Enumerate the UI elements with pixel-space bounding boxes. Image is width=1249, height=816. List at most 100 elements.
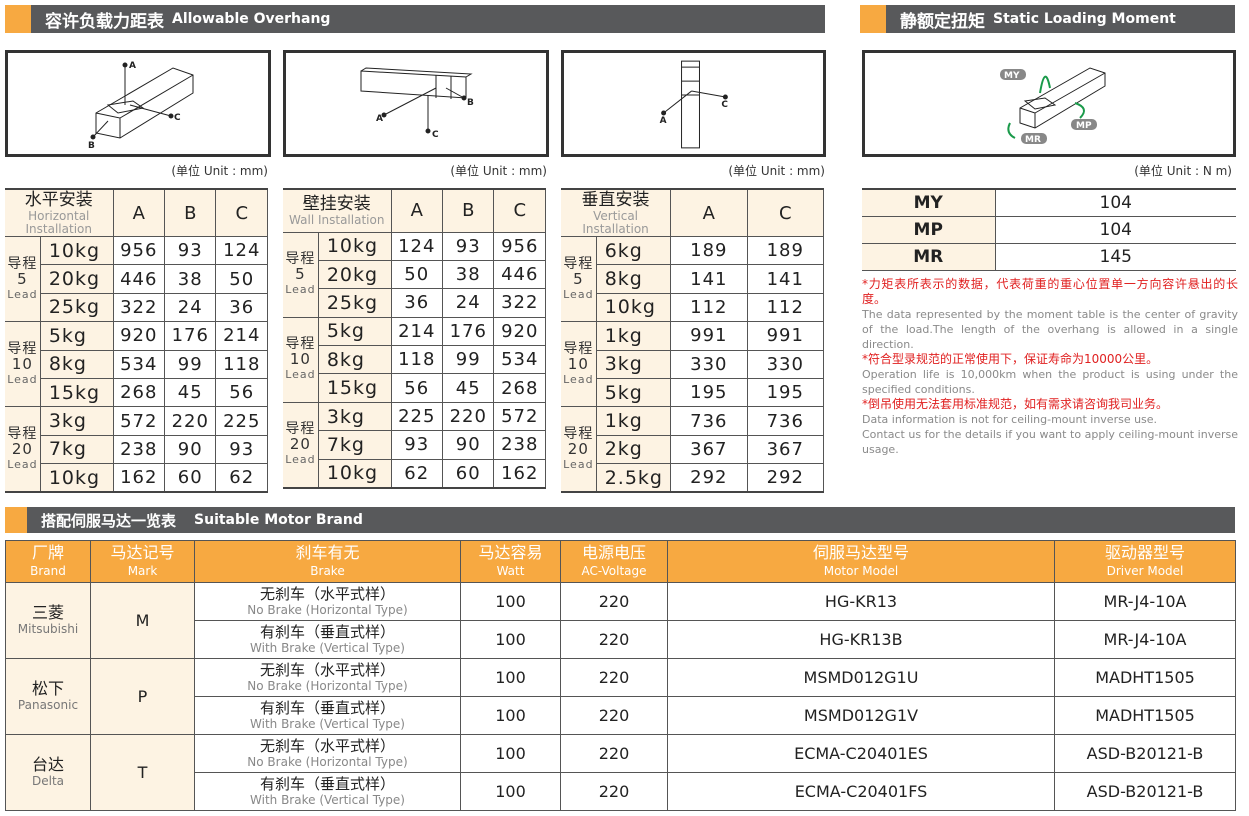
label-b: B (88, 141, 95, 151)
table-row: 15kg 268 45 56 (5, 378, 268, 408)
motor-cell: MSMD012G1V (667, 696, 1055, 735)
driver-cell: MR-J4-10A (1054, 620, 1236, 659)
value-cell: 991 (670, 321, 748, 351)
installation-header: 壁挂安装 Wall Installation (283, 189, 392, 233)
table-row: 导程 10 Lead 5kg 920 176 214 (5, 321, 268, 408)
value-cell: 322 (113, 293, 166, 323)
vertical-overhang-table: 垂直安装 Vertical Installation A C 导程 5 Lead 6kg 189… (561, 188, 825, 494)
table-row: 8kg 534 99 118 (5, 350, 268, 379)
lead-num: 5 (295, 265, 306, 284)
value-cell: 56 (215, 378, 268, 408)
label-b: B (467, 98, 474, 108)
static-moment-table: MY 104 MP 104 MR 145 (862, 188, 1236, 271)
load-cell: 1kg (596, 321, 672, 351)
lead-en: Lead (563, 457, 594, 471)
value-cell: 268 (113, 378, 166, 408)
column-header: C (215, 189, 268, 237)
load-cell: 5kg (596, 378, 672, 408)
note-en: Contact us for the details if you want t… (862, 428, 1238, 456)
value-cell: 214 (215, 321, 268, 351)
static-moment-diagram: MY MP MR (862, 50, 1236, 157)
header-en: Watt (496, 563, 525, 578)
brand-en: Mitsubishi (17, 621, 79, 636)
table-row: 10kg 112 112 (561, 293, 825, 323)
brand-cell: 松下 Panasonic (5, 658, 91, 735)
value-cell: 118 (215, 350, 268, 379)
column-header: B (442, 189, 495, 233)
value-cell: 56 (391, 373, 444, 403)
brake-zh: 无刹车（水平式样） (259, 660, 395, 679)
lead-zh: 导程 (7, 255, 38, 272)
lead-zh: 导程 (7, 425, 38, 442)
value-cell: 50 (215, 264, 268, 294)
brand-cell: 台达 Delta (5, 734, 91, 811)
column-header: 马达容易 Watt (460, 540, 561, 583)
brake-zh: 有刹车（垂直式样） (259, 622, 395, 641)
load-cell: 25kg (318, 288, 392, 318)
lead-en: Lead (285, 453, 316, 467)
brake-en: With Brake (Vertical Type) (250, 716, 405, 731)
value-cell: 162 (113, 463, 166, 493)
lead-num: 20 (11, 439, 33, 458)
installation-en: Horizontal Installation (25, 209, 92, 236)
mark-cell: P (90, 658, 195, 735)
brand-en: Delta (31, 773, 64, 788)
label-c: C (432, 130, 439, 140)
moment-row: MR 145 (862, 243, 1236, 271)
load-cell: 3kg (596, 350, 672, 379)
column-header: 驱动器型号 Driver Model (1054, 540, 1236, 583)
header-en: Mark (127, 563, 158, 578)
lead-group: 导程 20 Lead (283, 402, 319, 489)
lead-zh: 导程 (563, 255, 594, 272)
value-cell: 62 (391, 459, 444, 489)
value-cell: 176 (442, 317, 495, 347)
lead-group: 导程 10 Lead (283, 317, 319, 403)
value-cell: 534 (113, 350, 166, 379)
table-row: 3kg 330 330 (561, 350, 825, 379)
load-cell: 2.5kg (596, 463, 672, 493)
value-cell: 93 (442, 232, 495, 261)
lead-group: 导程 5 Lead (283, 232, 319, 318)
installation-zh: 水平安装 (24, 190, 93, 210)
load-cell: 10kg (40, 463, 114, 493)
column-header: 马达记号 Mark (90, 540, 195, 583)
load-cell: 15kg (40, 378, 114, 408)
value-cell: 956 (113, 236, 166, 266)
table-row: 三菱 Mitsubishi M 无刹车（水平式样） No Brake (Horizont… (5, 582, 1236, 659)
lead-num: 10 (567, 354, 589, 373)
lead-zh: 导程 (7, 340, 38, 357)
load-cell: 20kg (40, 264, 114, 294)
installation-en: Vertical Installation (582, 209, 649, 236)
column-header: B (164, 189, 217, 237)
value-cell: 238 (113, 435, 166, 465)
table-row: 25kg 36 24 322 (283, 288, 546, 318)
table-row: 导程 20 Lead 3kg 572 220 225 (5, 406, 268, 493)
value-cell: 920 (113, 321, 166, 351)
brand-zh: 台达 (31, 754, 64, 774)
table-row: 7kg 238 90 93 (5, 435, 268, 465)
moment-name: MY (862, 189, 996, 217)
column-header: C (493, 189, 546, 233)
table-row: 25kg 322 24 36 (5, 293, 268, 323)
installation-zh: 垂直安装 (581, 190, 650, 210)
table-row: 松下 Panasonic P 无刹车（水平式样） No Brake (Horizonta… (5, 658, 1236, 735)
value-cell: 141 (670, 264, 748, 294)
table-row: 导程 20 Lead 3kg 225 220 572 (283, 402, 546, 489)
header-en: Brake (310, 563, 345, 578)
lead-num: 5 (573, 269, 584, 288)
value-cell: 93 (164, 236, 217, 266)
table-row: 有刹车（垂直式样） With Brake (Vertical Type) 100 22… (6, 772, 1236, 811)
column-header: 刹车有无 Brake (194, 540, 461, 583)
load-cell: 3kg (318, 402, 392, 432)
unit-label: (单位 Unit : mm) (171, 164, 268, 178)
table-row: 5kg 195 195 (561, 378, 825, 408)
table-row: 导程 5 Lead 10kg 956 93 124 (5, 236, 268, 323)
driver-cell: ASD-B20121-B (1054, 734, 1236, 773)
installation-header: 水平安装 Horizontal Installation (5, 189, 114, 237)
volt-cell: 220 (560, 696, 668, 735)
load-cell: 6kg (596, 236, 672, 266)
motor-brand-table: 厂牌 Brand 马达记号 Mark 刹车有无 Brake 马达容易 Watt 电源电压 AC-V… (5, 540, 1236, 811)
lead-zh: 导程 (563, 340, 594, 357)
value-cell: 36 (215, 293, 268, 323)
motor-cell: MSMD012G1U (667, 658, 1055, 697)
